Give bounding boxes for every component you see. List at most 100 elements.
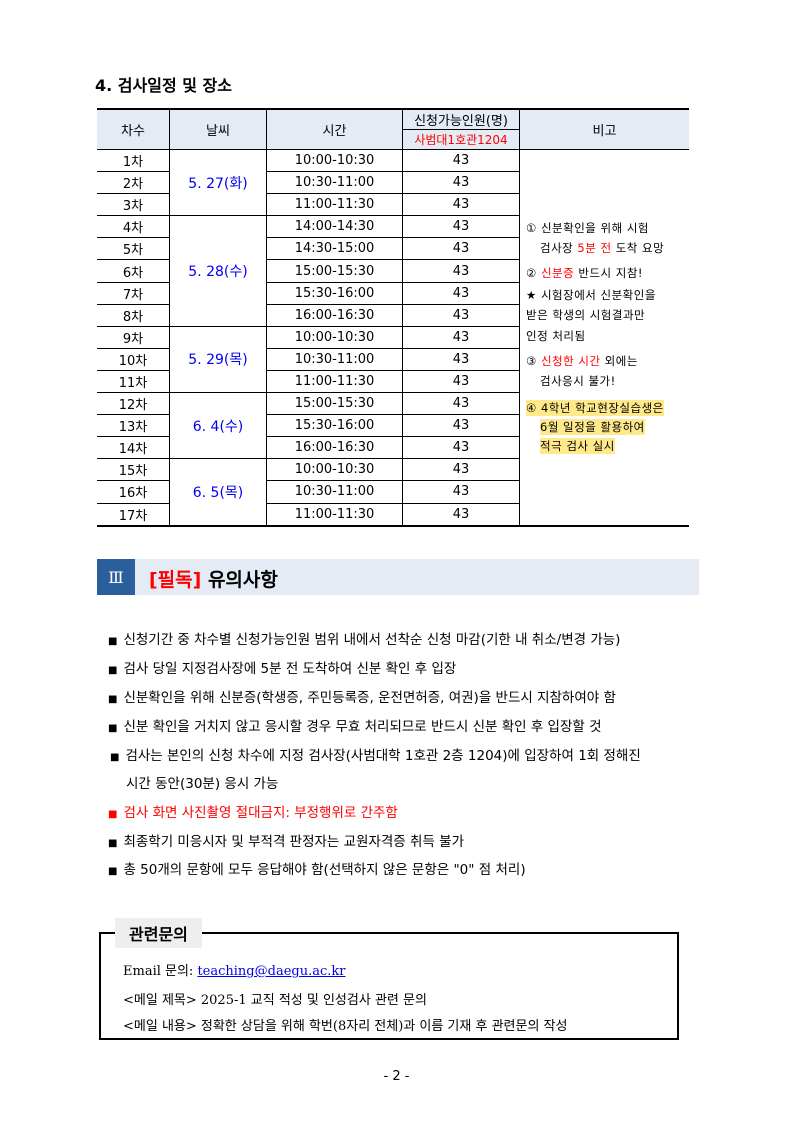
round-cell: 12차 bbox=[97, 392, 170, 416]
capacity-cell: 43 bbox=[402, 193, 520, 217]
remark-line: 6월 일정을 활용하여 bbox=[540, 419, 645, 435]
round-cell: 5차 bbox=[97, 237, 170, 261]
remark-line: ④ 4학년 학교현장실습생은 bbox=[526, 400, 664, 416]
round-cell: 1차 bbox=[97, 148, 170, 173]
round-cell: 16차 bbox=[97, 480, 170, 504]
round-cell: 11차 bbox=[97, 369, 170, 394]
round-cell: 9차 bbox=[97, 325, 170, 349]
section-title: 4. 검사일정 및 장소 bbox=[95, 76, 232, 95]
remark-line: 인정 처리됨 bbox=[526, 329, 586, 343]
notice-item: ■ 총 50개의 문항에 모두 응답해야 함(선택하지 않은 문항은 "0" 점 … bbox=[108, 862, 526, 878]
round-cell: 17차 bbox=[97, 502, 170, 527]
capacity-cell: 43 bbox=[402, 414, 520, 438]
table-row: 10차 10:30-11:00 43 bbox=[97, 347, 689, 371]
time-cell: 15:30-16:00 bbox=[266, 414, 403, 438]
header-round: 차수 bbox=[97, 108, 170, 150]
date-cell: 6. 4(수) bbox=[169, 392, 267, 460]
round-cell: 8차 bbox=[97, 303, 170, 327]
remark-line: 받은 학생의 시험결과만 bbox=[526, 308, 646, 322]
must-read-tag: [필독] bbox=[149, 569, 202, 591]
remark-line: ③ 신청한 시간 외에는 bbox=[526, 354, 638, 368]
time-cell: 10:00-10:30 bbox=[266, 325, 403, 349]
capacity-cell: 43 bbox=[402, 325, 520, 349]
mail-subject: <메일 제목> 2025-1 교직 적성 및 인성검사 관련 문의 bbox=[123, 993, 427, 1008]
contact-email-line: Email 문의: teaching@daegu.ac.kr bbox=[123, 964, 346, 979]
notice-item: ■ 신분 확인을 거치지 않고 응시할 경우 무효 처리되므로 반드시 신분 확인… bbox=[108, 719, 602, 735]
section-number: Ⅲ bbox=[97, 559, 135, 595]
table-row: 1차 5. 27(화) 10:00-10:30 43 ① 신분확인을 위해 시험 검사장 … bbox=[97, 148, 689, 527]
remark-line: ★ 시험장에서 신분확인을 bbox=[526, 288, 656, 302]
header-date: 날씨 bbox=[169, 108, 267, 150]
remark-line: ① 신분확인을 위해 시험 bbox=[526, 221, 649, 235]
email-link[interactable]: teaching@daegu.ac.kr bbox=[197, 964, 346, 979]
section-heading: [필독] 유의사항 bbox=[149, 565, 278, 592]
time-cell: 11:00-11:30 bbox=[266, 193, 403, 217]
capacity-cell: 43 bbox=[402, 458, 520, 482]
date-cell: 5. 28(수) bbox=[169, 215, 267, 327]
time-cell: 15:00-15:30 bbox=[266, 259, 403, 283]
time-cell: 11:00-11:30 bbox=[266, 502, 403, 527]
capacity-cell: 43 bbox=[402, 436, 520, 460]
table-row: 4차 5. 28(수) 14:00-14:30 43 bbox=[97, 215, 689, 327]
contact-box: Email 문의: teaching@daegu.ac.kr <메일 제목> 2… bbox=[99, 932, 679, 1040]
mail-body: <메일 내용> 정확한 상담을 위해 학번(8자리 전체)과 이름 기재 후 관… bbox=[123, 1019, 568, 1034]
round-cell: 4차 bbox=[97, 215, 170, 239]
round-cell: 14차 bbox=[97, 436, 170, 460]
capacity-cell: 43 bbox=[402, 171, 520, 195]
section-header: Ⅲ [필독] 유의사항 bbox=[97, 559, 699, 595]
table-row: 9차 5. 29(목) 10:00-10:30 43 bbox=[97, 325, 689, 394]
remark-line: 검사응시 불가! bbox=[540, 374, 616, 388]
page-number: - 2 - bbox=[383, 1069, 410, 1084]
notice-item: ■ 최종학기 미응시자 및 부적격 판정자는 교원자격증 취득 불가 bbox=[108, 834, 464, 850]
round-cell: 7차 bbox=[97, 281, 170, 305]
round-cell: 6차 bbox=[97, 259, 170, 283]
schedule-table: 차수 날씨 시간 신청가능인원(명) 비고 사범대1호관1204 1차 5. 27… bbox=[97, 108, 689, 527]
time-cell: 11:00-11:30 bbox=[266, 369, 403, 394]
time-cell: 10:00-10:30 bbox=[266, 458, 403, 482]
round-cell: 13차 bbox=[97, 414, 170, 438]
table-row: 12차 6. 4(수) 15:00-15:30 43 bbox=[97, 392, 689, 460]
round-cell: 15차 bbox=[97, 458, 170, 482]
table-row: 16차 10:30-11:00 43 bbox=[97, 480, 689, 504]
notice-item: ■ 검사는 본인의 신청 차수에 지정 검사장(사범대학 1호관 2층 1204)… bbox=[110, 748, 641, 764]
remarks-cell: ① 신분확인을 위해 시험 검사장 5분 전 도착 요망 ② 신분증 반드시 지참!… bbox=[519, 148, 689, 527]
capacity-cell: 43 bbox=[402, 303, 520, 327]
round-cell: 2차 bbox=[97, 171, 170, 195]
capacity-cell: 43 bbox=[402, 480, 520, 504]
date-cell: 5. 27(화) bbox=[169, 148, 267, 217]
time-cell: 10:30-11:00 bbox=[266, 171, 403, 195]
table-row: 6차 15:00-15:30 43 bbox=[97, 259, 689, 283]
capacity-cell: 43 bbox=[402, 369, 520, 394]
capacity-cell: 43 bbox=[402, 259, 520, 283]
header-location: 사범대1호관1204 bbox=[402, 129, 520, 150]
capacity-cell: 43 bbox=[402, 215, 520, 239]
capacity-cell: 43 bbox=[402, 502, 520, 527]
table-row: 3차 11:00-11:30 43 bbox=[97, 193, 689, 217]
date-cell: 6. 5(목) bbox=[169, 458, 267, 527]
time-cell: 14:30-15:00 bbox=[266, 237, 403, 261]
time-cell: 10:00-10:30 bbox=[266, 148, 403, 173]
capacity-cell: 43 bbox=[402, 347, 520, 371]
capacity-cell: 43 bbox=[402, 237, 520, 261]
header-time: 시간 bbox=[266, 108, 403, 150]
header-remarks: 비고 bbox=[519, 108, 689, 150]
notice-item-continued: 시간 동안(30분) 응시 가능 bbox=[126, 776, 279, 792]
capacity-cell: 43 bbox=[402, 392, 520, 416]
table-row: 11차 11:00-11:30 43 bbox=[97, 369, 689, 394]
round-cell: 3차 bbox=[97, 193, 170, 217]
date-cell: 5. 29(목) bbox=[169, 325, 267, 394]
notice-item: ■ 검사 당일 지정검사장에 5분 전 도착하여 신분 확인 후 입장 bbox=[108, 661, 457, 677]
remark-line: ② 신분증 반드시 지참! bbox=[526, 266, 644, 280]
table-row: 15차 6. 5(목) 10:00-10:30 43 bbox=[97, 458, 689, 527]
table-row: 5차 14:30-15:00 43 bbox=[97, 237, 689, 261]
section-heading-text: 유의사항 bbox=[201, 569, 278, 591]
time-cell: 16:00-16:30 bbox=[266, 303, 403, 327]
notice-item-warning: ■ 검사 화면 사진촬영 절대금지: 부정행위로 간주함 bbox=[108, 805, 398, 821]
time-cell: 10:30-11:00 bbox=[266, 347, 403, 371]
header-capacity: 신청가능인원(명) bbox=[402, 108, 520, 130]
time-cell: 16:00-16:30 bbox=[266, 436, 403, 460]
table-row: 17차 11:00-11:30 43 bbox=[97, 502, 689, 527]
notice-item: ■ 신청기간 중 차수별 신청가능인원 범위 내에서 선착순 신청 마감(기한 내… bbox=[108, 632, 621, 648]
time-cell: 10:30-11:00 bbox=[266, 480, 403, 504]
notice-item: ■ 신분확인을 위해 신분증(학생증, 주민등록증, 운전면허증, 여권)을 반드… bbox=[108, 690, 616, 706]
